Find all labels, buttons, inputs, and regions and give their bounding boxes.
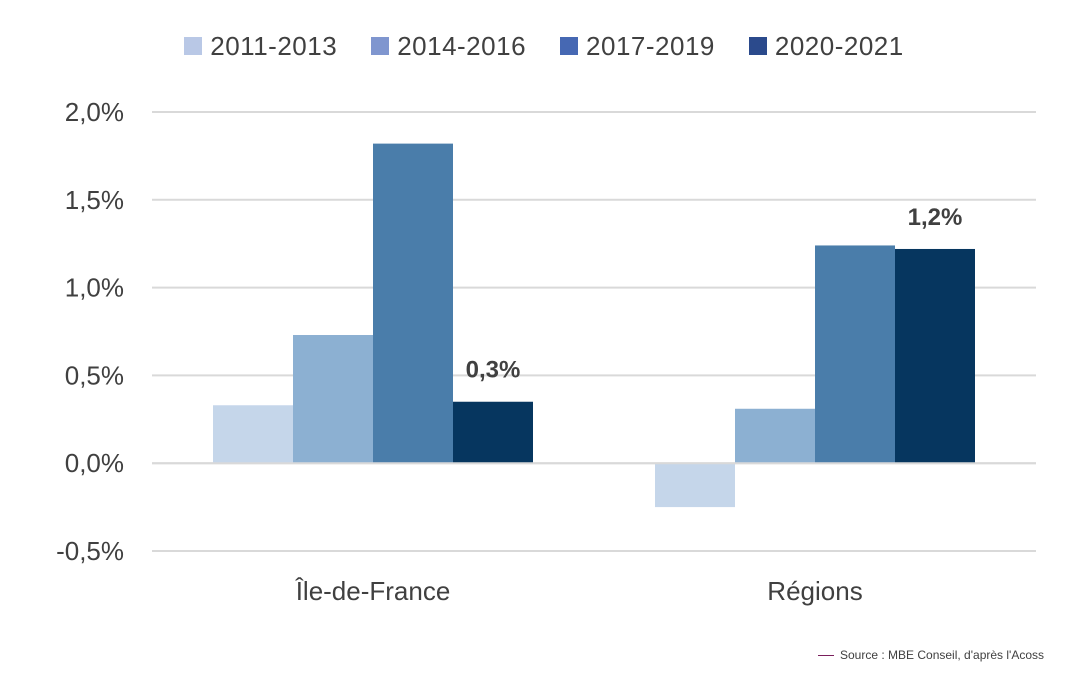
y-tick-label: 2,0% bbox=[65, 97, 124, 127]
legend-label: 2020-2021 bbox=[774, 30, 904, 61]
legend-item: 2011-2013 bbox=[184, 31, 337, 62]
source-dash bbox=[818, 654, 834, 656]
y-tick-label: 0,0% bbox=[65, 448, 124, 478]
source-note: Source : MBE Conseil, d'après l'Acoss bbox=[818, 648, 1044, 662]
y-tick-label: 1,5% bbox=[65, 185, 124, 215]
data-label: 0,3% bbox=[466, 357, 521, 384]
legend-swatch bbox=[184, 37, 203, 55]
legend-swatch bbox=[560, 37, 579, 55]
bar bbox=[373, 143, 453, 464]
legend-item: 2020-2021 bbox=[748, 30, 904, 62]
x-category-label: Île-de-France bbox=[295, 576, 451, 606]
bar bbox=[815, 245, 895, 464]
chart-legend: 2011-2013 2014-2016 2017-2019 2020-2021 bbox=[0, 28, 1088, 64]
y-tick-label: 0,5% bbox=[65, 360, 124, 390]
bar bbox=[655, 463, 735, 508]
bar bbox=[735, 408, 815, 464]
legend-label: 2017-2019 bbox=[586, 30, 715, 61]
x-category-label: Régions bbox=[767, 576, 862, 606]
legend-swatch bbox=[748, 37, 767, 55]
data-label: 1,2% bbox=[908, 204, 963, 231]
legend-label: 2011-2013 bbox=[210, 30, 338, 61]
legend-item: 2017-2019 bbox=[560, 31, 715, 62]
legend-swatch bbox=[371, 37, 390, 55]
bar bbox=[293, 335, 373, 464]
bar bbox=[895, 248, 975, 464]
bar bbox=[453, 401, 533, 464]
bar bbox=[213, 405, 293, 464]
y-tick-label: -0,5% bbox=[56, 536, 124, 566]
source-text: Source : MBE Conseil, d'après l'Acoss bbox=[840, 648, 1044, 662]
legend-label: 2014-2016 bbox=[397, 30, 527, 61]
legend-item: 2014-2016 bbox=[371, 31, 526, 62]
y-tick-label: 1,0% bbox=[65, 273, 124, 303]
